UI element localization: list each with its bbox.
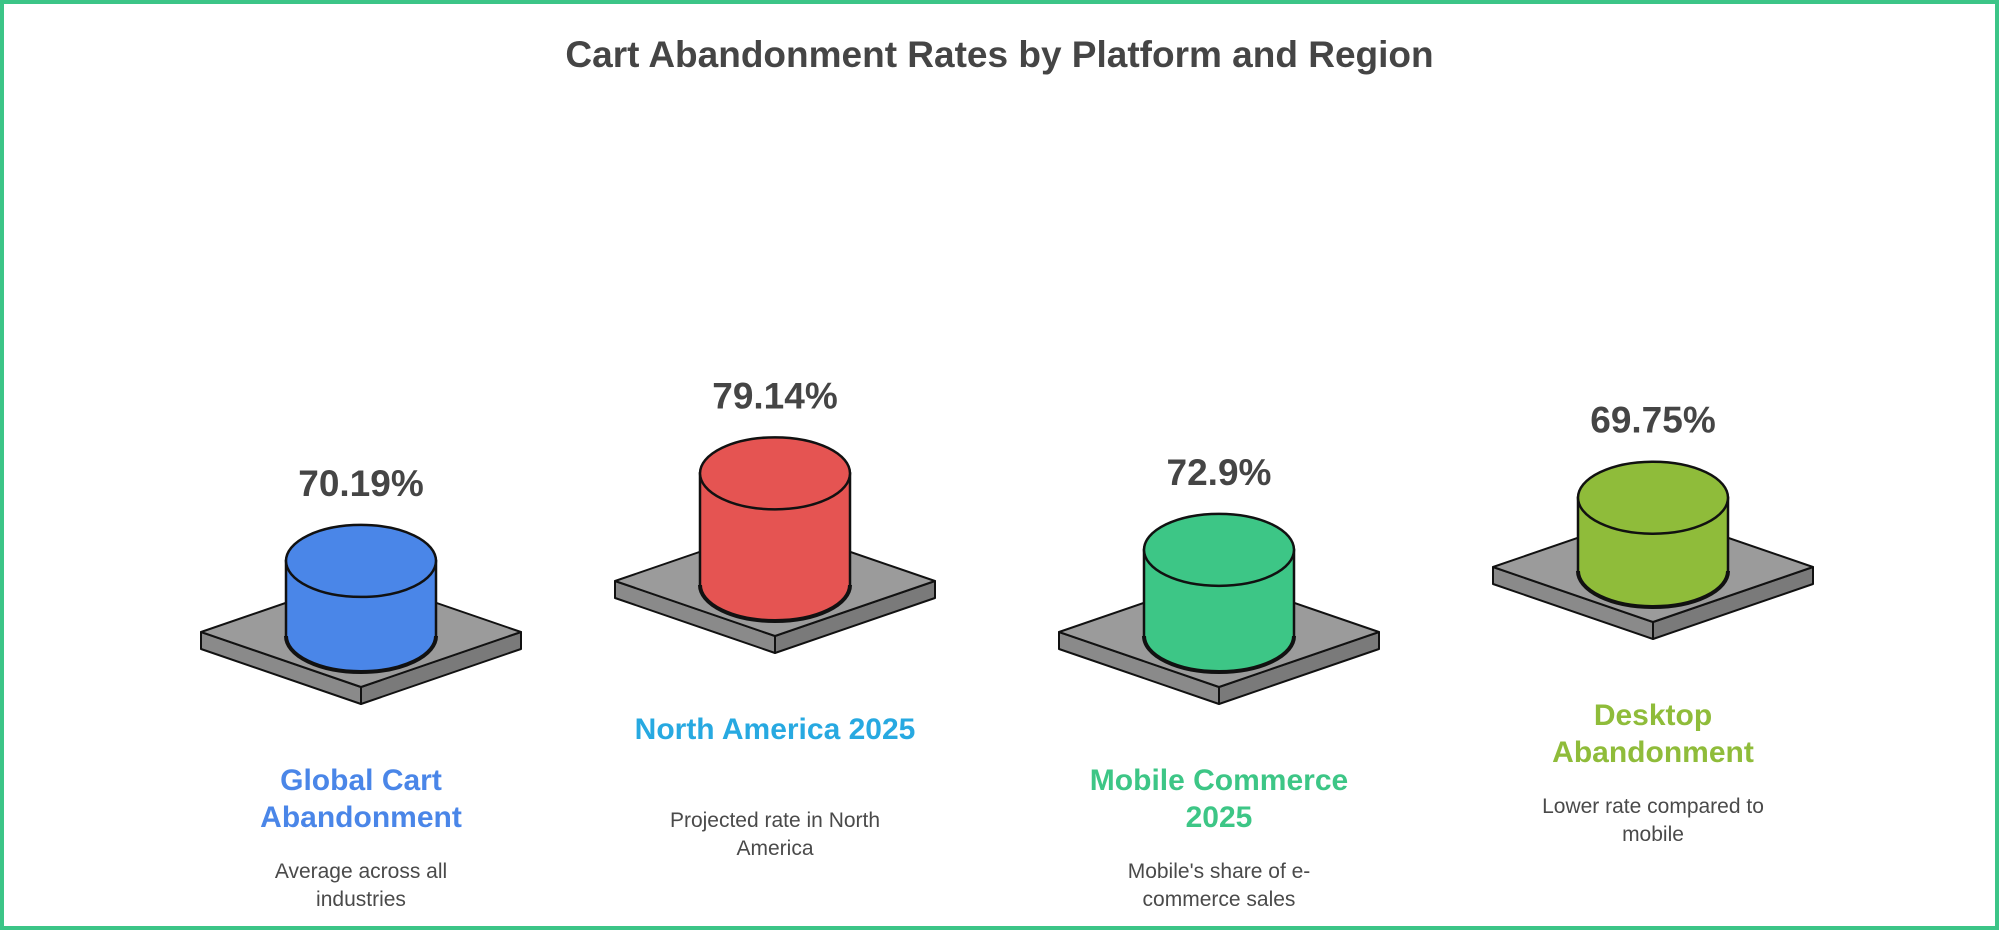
- category-description-desktop: Lower rate compared to mobile: [1542, 795, 1764, 846]
- bar-top-mobile: [1142, 512, 1296, 588]
- category-label-desktop: Desktop Abandonment: [1552, 699, 1754, 769]
- bar-bottom-rim: [1142, 635, 1296, 674]
- bar-top-global: [284, 523, 438, 599]
- category-label-north-america: North America 2025: [634, 713, 916, 746]
- value-label-mobile: 72.9%: [1167, 452, 1272, 493]
- value-label-north-america: 79.14%: [712, 375, 838, 416]
- category-label-mobile: Mobile Commerce 2025: [1089, 764, 1349, 834]
- bar-top-desktop: [1576, 460, 1730, 535]
- category-description-north-america: Projected rate in North America: [669, 809, 881, 860]
- category-description-mobile: Mobile's share of e-commerce sales: [1127, 860, 1311, 911]
- value-label-desktop: 69.75%: [1590, 400, 1716, 441]
- bar-bottom-rim: [698, 584, 852, 623]
- bar-group-north-america: 79.14%: [614, 375, 936, 654]
- bar-bottom-rim: [1576, 570, 1730, 609]
- category-label-global: Global Cart Abandonment: [260, 764, 462, 834]
- bar-group-desktop: 69.75%: [1492, 400, 1814, 640]
- bar-group-global: 70.19%: [200, 463, 522, 705]
- chart-title: Cart Abandonment Rates by Platform and R…: [565, 34, 1434, 75]
- bar-top-north-america: [698, 436, 852, 511]
- bar-bottom-rim: [284, 635, 438, 674]
- value-label-global: 70.19%: [298, 463, 424, 504]
- category-description-global: Average across all industries: [274, 860, 448, 911]
- bar-group-mobile: 72.9%: [1058, 452, 1380, 705]
